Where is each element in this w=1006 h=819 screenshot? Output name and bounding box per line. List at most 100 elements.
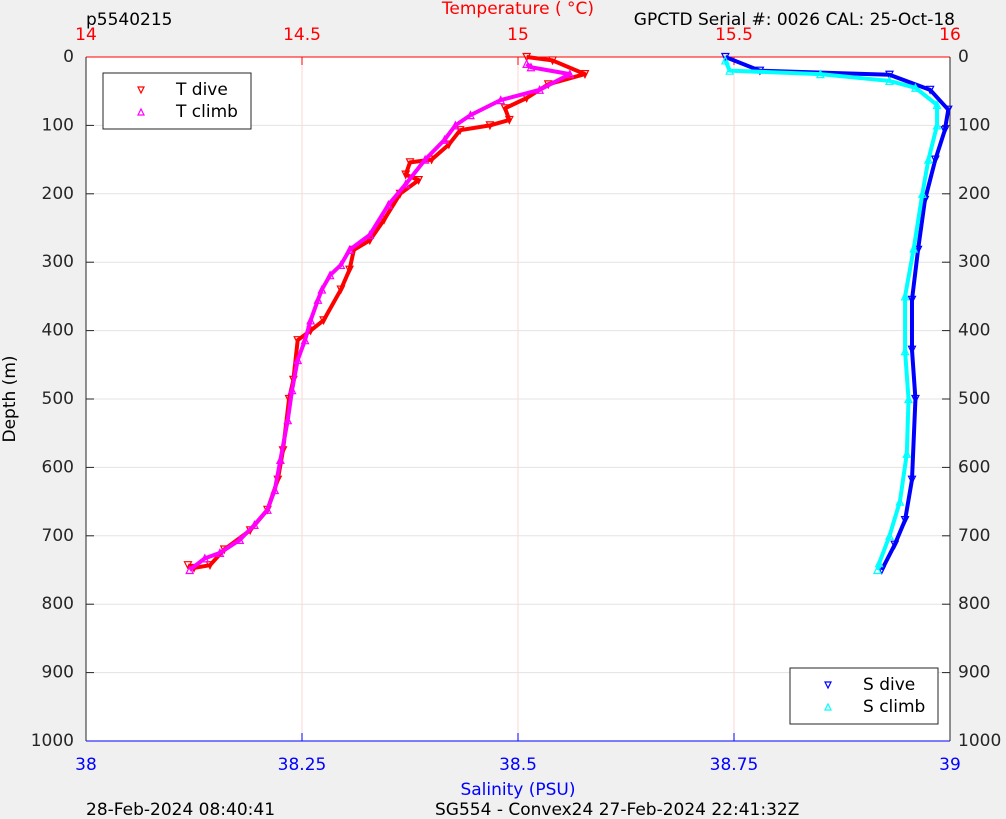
marker — [885, 76, 894, 86]
marker — [200, 553, 210, 563]
y-tick-label: 900 — [958, 663, 990, 683]
marker — [720, 52, 730, 62]
marker — [940, 126, 950, 136]
legend-label: S climb — [863, 697, 925, 717]
y-tick-label: 700 — [42, 526, 74, 546]
marker — [932, 120, 942, 130]
x-tick-label: 15 — [507, 25, 529, 45]
marker — [235, 535, 245, 545]
marker — [275, 455, 285, 464]
marker — [440, 134, 450, 144]
marker — [925, 85, 935, 95]
chart-title: p5540215 — [86, 10, 173, 30]
y-tick-label: 0 — [63, 47, 74, 67]
marker — [485, 121, 495, 131]
marker — [427, 155, 437, 165]
marker — [904, 394, 913, 404]
x-tick-label: 14 — [75, 25, 97, 45]
legend-label: T climb — [175, 102, 238, 122]
marker — [910, 394, 920, 404]
marker — [496, 95, 506, 105]
legend-marker — [137, 107, 145, 116]
marker — [900, 291, 910, 301]
marker — [270, 485, 280, 495]
marker — [283, 415, 293, 425]
x-tick-label: 16 — [939, 25, 961, 45]
legend-label: T dive — [175, 80, 228, 100]
x2-tick-label: 39 — [939, 755, 961, 775]
marker — [917, 188, 927, 198]
marker — [900, 515, 910, 525]
marker — [580, 69, 590, 79]
marker — [383, 199, 393, 209]
marker — [379, 215, 389, 225]
y-tick-label: 800 — [958, 594, 990, 614]
marker — [909, 243, 919, 253]
marker — [720, 55, 730, 65]
marker — [313, 294, 323, 304]
marker — [336, 260, 346, 270]
marker — [930, 155, 940, 165]
marker — [466, 110, 475, 120]
marker — [907, 345, 917, 355]
marker — [414, 176, 424, 185]
marker — [444, 140, 454, 150]
x2-tick-label: 38.75 — [710, 755, 759, 775]
y-tick-label: 300 — [42, 252, 74, 272]
footer-left: 28-Feb-2024 08:40:41 — [86, 800, 275, 819]
marker — [872, 565, 882, 575]
marker — [522, 58, 532, 68]
marker — [420, 154, 430, 164]
marker — [325, 270, 335, 280]
x-axis-label: Temperature ( °C) — [441, 0, 594, 19]
y-tick-label: 100 — [42, 115, 74, 135]
marker — [943, 105, 953, 115]
legend-marker — [824, 702, 832, 711]
y-tick-label: 100 — [958, 115, 990, 135]
y-tick-label: 700 — [958, 526, 990, 546]
marker — [306, 315, 316, 325]
y-tick-label: 1000 — [31, 731, 74, 751]
legend-label: S dive — [863, 675, 915, 695]
marker — [250, 520, 259, 529]
y-tick-label: 200 — [42, 184, 74, 204]
x2-tick-label: 38 — [75, 755, 97, 775]
marker — [890, 540, 900, 550]
marker — [923, 154, 933, 164]
x-tick-label: 14.5 — [283, 25, 321, 45]
marker — [405, 158, 415, 168]
marker — [500, 104, 510, 114]
marker — [885, 530, 894, 540]
marker — [293, 336, 303, 346]
marker — [287, 385, 297, 395]
y-tick-label: 300 — [958, 252, 990, 272]
marker — [815, 69, 825, 79]
marker — [526, 62, 536, 72]
marker — [932, 100, 942, 109]
profile-line — [188, 62, 572, 572]
y-tick-label: 600 — [42, 457, 74, 477]
marker — [345, 245, 354, 254]
marker — [522, 52, 532, 62]
marker — [900, 346, 910, 356]
marker — [317, 284, 327, 294]
marker — [725, 65, 735, 75]
legend-box — [102, 72, 252, 130]
marker — [895, 496, 905, 506]
marker — [910, 82, 920, 92]
marker — [907, 475, 917, 485]
y-tick-label: 600 — [958, 457, 990, 477]
marker — [336, 285, 346, 295]
marker — [885, 70, 894, 80]
y-tick-label: 800 — [42, 594, 74, 614]
y-tick-label: 1000 — [958, 731, 1001, 751]
marker — [300, 335, 310, 345]
marker — [185, 565, 195, 575]
y-tick-label: 500 — [958, 389, 990, 409]
marker — [504, 115, 514, 125]
legend-marker — [137, 86, 145, 95]
marker — [262, 504, 272, 514]
marker — [874, 558, 884, 568]
x2-tick-label: 38.5 — [499, 755, 537, 775]
